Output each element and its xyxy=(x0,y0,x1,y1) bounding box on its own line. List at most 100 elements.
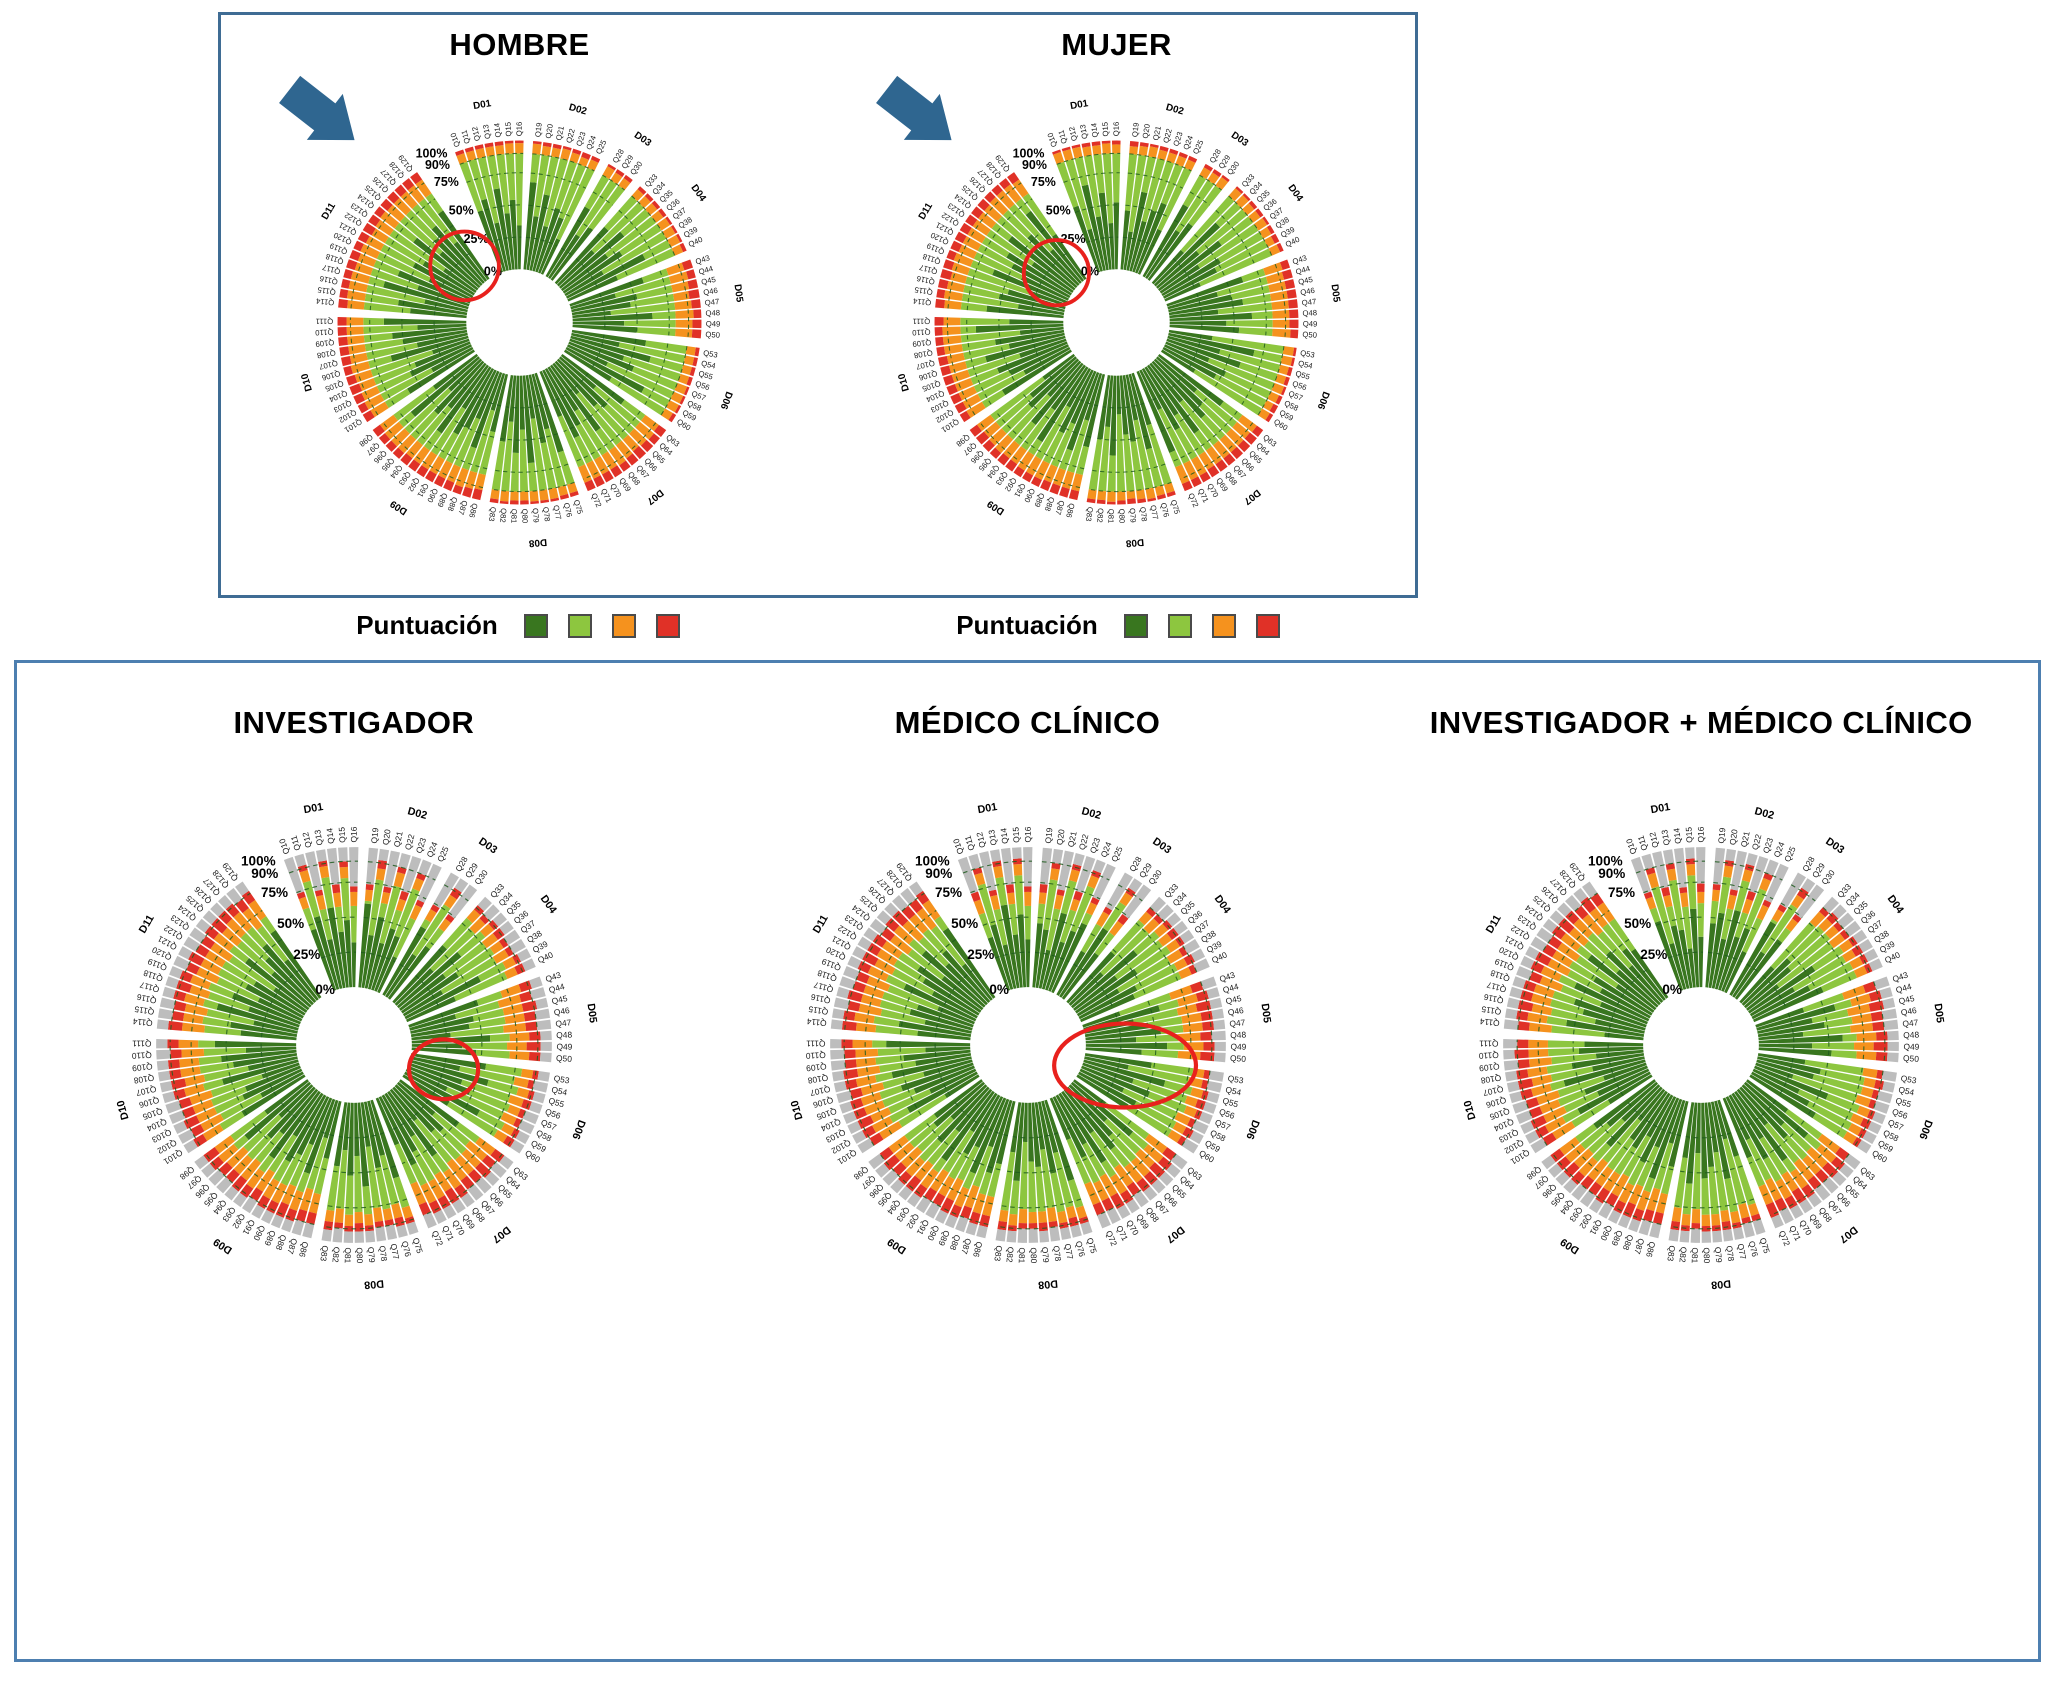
bar-segment-Q55-red xyxy=(689,366,696,377)
bar-segment-Q70-orange xyxy=(1099,1173,1117,1197)
bar-segment-Q77-light_green xyxy=(1133,419,1154,490)
bar-segment-Q36-light_green xyxy=(1218,216,1254,246)
bar-segment-Q72-light_green xyxy=(1169,450,1182,468)
bar-segment-Q66-gray xyxy=(1822,1177,1839,1194)
bar-segment-Q30-orange xyxy=(1215,176,1229,191)
bar-segment-Q106-orange xyxy=(183,1083,205,1097)
bar-segment-Q125-light_green xyxy=(908,938,926,956)
gridline-25 xyxy=(505,402,548,409)
bar-segment-Q16-red xyxy=(349,886,358,892)
bar-segment-Q109-red xyxy=(167,1059,180,1070)
bar-segment-Q92-light_green xyxy=(942,1129,974,1173)
gridline-90 xyxy=(1056,152,1121,165)
bar-segment-Q46-dark_green xyxy=(1168,299,1244,316)
bar-segment-Q58-orange xyxy=(1174,1112,1191,1126)
question-label: Q45 xyxy=(551,993,569,1006)
bar-segment-Q55-red xyxy=(1286,366,1293,377)
score-swatch-orange xyxy=(1211,613,1236,638)
bar-segment-Q104-orange xyxy=(863,1100,885,1116)
bar-segment-Q15-dark_green xyxy=(1016,914,1026,988)
bar-segment-Q55-dark_green xyxy=(570,335,651,363)
bar-segment-Q12-orange xyxy=(1663,895,1673,908)
bar-segment-Q69-light_green xyxy=(1100,1159,1116,1178)
bar-segment-Q35-gray xyxy=(1837,912,1855,929)
bar-segment-Q98-orange xyxy=(976,414,995,432)
bar-segment-Q103-orange xyxy=(1543,1106,1567,1123)
bar-segment-Q34-light_green xyxy=(430,928,475,972)
bar-segment-Q59-orange xyxy=(500,1123,515,1136)
bar-segment-Q70-light_green xyxy=(1763,1156,1782,1183)
bar-segment-Q71-orange xyxy=(420,1182,437,1204)
bar-segment-Q24-light_green xyxy=(394,888,420,938)
gridline-75 xyxy=(369,318,395,405)
bar-segment-Q47-dark_green xyxy=(411,1032,451,1041)
bar-segment-Q106-gray xyxy=(835,1090,852,1104)
bar-segment-Q19-orange xyxy=(1038,892,1047,905)
bar-segment-Q45-orange xyxy=(1847,1003,1871,1017)
bar-segment-Q30-red xyxy=(1221,174,1230,183)
bar-segment-Q118-gray xyxy=(165,976,179,989)
gridline-25 xyxy=(415,975,440,1009)
bar-segment-Q68-light_green xyxy=(1089,1130,1120,1169)
bar-segment-Q63-red xyxy=(1251,425,1264,437)
bar-segment-Q118-dark_green xyxy=(1028,290,1067,307)
gridline-25 xyxy=(1034,951,1069,963)
bar-segment-Q121-light_green xyxy=(380,244,416,268)
bar-segment-Q75-orange xyxy=(1748,1202,1760,1217)
bar-segment-Q43-gray xyxy=(528,976,543,989)
bar-segment-Q111-gray xyxy=(1503,1039,1518,1049)
bar-segment-Q106-light_green xyxy=(368,355,393,369)
gridline-90 xyxy=(422,1153,503,1216)
bar-segment-Q101-gray xyxy=(856,1138,874,1154)
question-label: Q22 xyxy=(564,128,577,144)
bar-segment-Q22-orange xyxy=(393,871,405,888)
sector-label: D09 xyxy=(388,497,410,516)
bar-segment-Q36-light_green xyxy=(1114,940,1163,980)
bar-segment-Q19-light_green xyxy=(1124,153,1138,211)
question-label: Q45 xyxy=(700,275,716,287)
bar-segment-Q123-dark_green xyxy=(443,267,477,293)
bar-segment-Q89-red xyxy=(275,1201,289,1218)
bar-segment-Q23-light_green xyxy=(1734,912,1749,938)
bar-segment-Q47-orange xyxy=(502,1022,526,1033)
bar-segment-Q54-light_green xyxy=(1819,1068,1866,1086)
bar-segment-Q20-orange xyxy=(1138,145,1149,157)
bar-segment-Q120-red xyxy=(857,960,871,974)
bar-segment-Q82-light_green xyxy=(1009,1180,1020,1215)
gridline-50 xyxy=(998,224,1051,313)
question-label: Q19 xyxy=(1716,827,1728,844)
bar-segment-Q128-orange xyxy=(1004,184,1022,204)
bar-segment-Q106-dark_green xyxy=(390,335,469,362)
bar-segment-Q126-dark_green xyxy=(434,237,483,286)
bar-segment-Q58-orange xyxy=(670,391,684,404)
bar-segment-Q72-light_green xyxy=(557,415,585,468)
bar-segment-Q127-red xyxy=(991,184,1003,196)
bar-segment-Q39-dark_green xyxy=(1751,985,1811,1020)
bar-segment-Q116-light_green xyxy=(963,285,1000,300)
bar-segment-Q15-light_green xyxy=(1102,153,1114,224)
bar-segment-Q46-orange xyxy=(504,1013,525,1025)
bar-segment-Q48-orange xyxy=(1272,310,1290,319)
question-label: Q46 xyxy=(1227,1005,1245,1017)
bar-segment-Q124-orange xyxy=(1560,933,1582,952)
bar-segment-Q20-dark_green xyxy=(1708,912,1725,989)
gridline-75 xyxy=(1127,172,1184,189)
bar-segment-Q29-light_green xyxy=(412,904,451,957)
bar-segment-Q117-light_green xyxy=(879,999,911,1015)
bar-segment-Q66-light_green xyxy=(1108,1132,1136,1162)
bar-segment-Q70-gray xyxy=(1116,1204,1130,1219)
gridline-75 xyxy=(995,410,1085,470)
bar-segment-Q53-gray xyxy=(1881,1070,1898,1082)
bar-segment-Q16-dark_green xyxy=(1024,939,1030,988)
bar-segment-Q128-dark_green xyxy=(961,963,993,1001)
bar-segment-Q39-light_green xyxy=(1807,962,1854,991)
bar-segment-Q39-dark_green xyxy=(1078,985,1137,1020)
question-label: Q81 xyxy=(1016,1247,1026,1263)
bar-segment-Q28-orange xyxy=(1772,909,1784,923)
bar-segment-Q16-gray xyxy=(348,847,359,887)
bar-segment-Q72-dark_green xyxy=(1049,1097,1071,1141)
bar-segment-Q127-gray xyxy=(1565,894,1582,912)
bar-segment-Q64-orange xyxy=(1816,1144,1837,1163)
bar-segment-Q90-light_green xyxy=(1043,430,1064,464)
question-label: Q54 xyxy=(700,359,717,371)
